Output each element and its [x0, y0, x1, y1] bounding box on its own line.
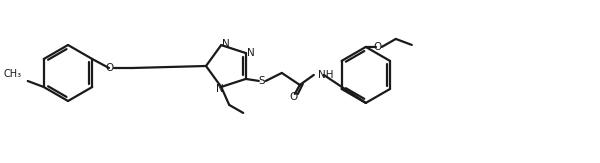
Text: N: N — [222, 39, 230, 49]
Text: NH: NH — [318, 70, 333, 80]
Text: N: N — [247, 48, 254, 58]
Text: N: N — [217, 84, 224, 94]
Text: O: O — [290, 92, 298, 102]
Text: CH₃: CH₃ — [4, 69, 22, 79]
Text: O: O — [106, 63, 114, 73]
Text: O: O — [374, 42, 382, 52]
Text: S: S — [259, 76, 265, 86]
